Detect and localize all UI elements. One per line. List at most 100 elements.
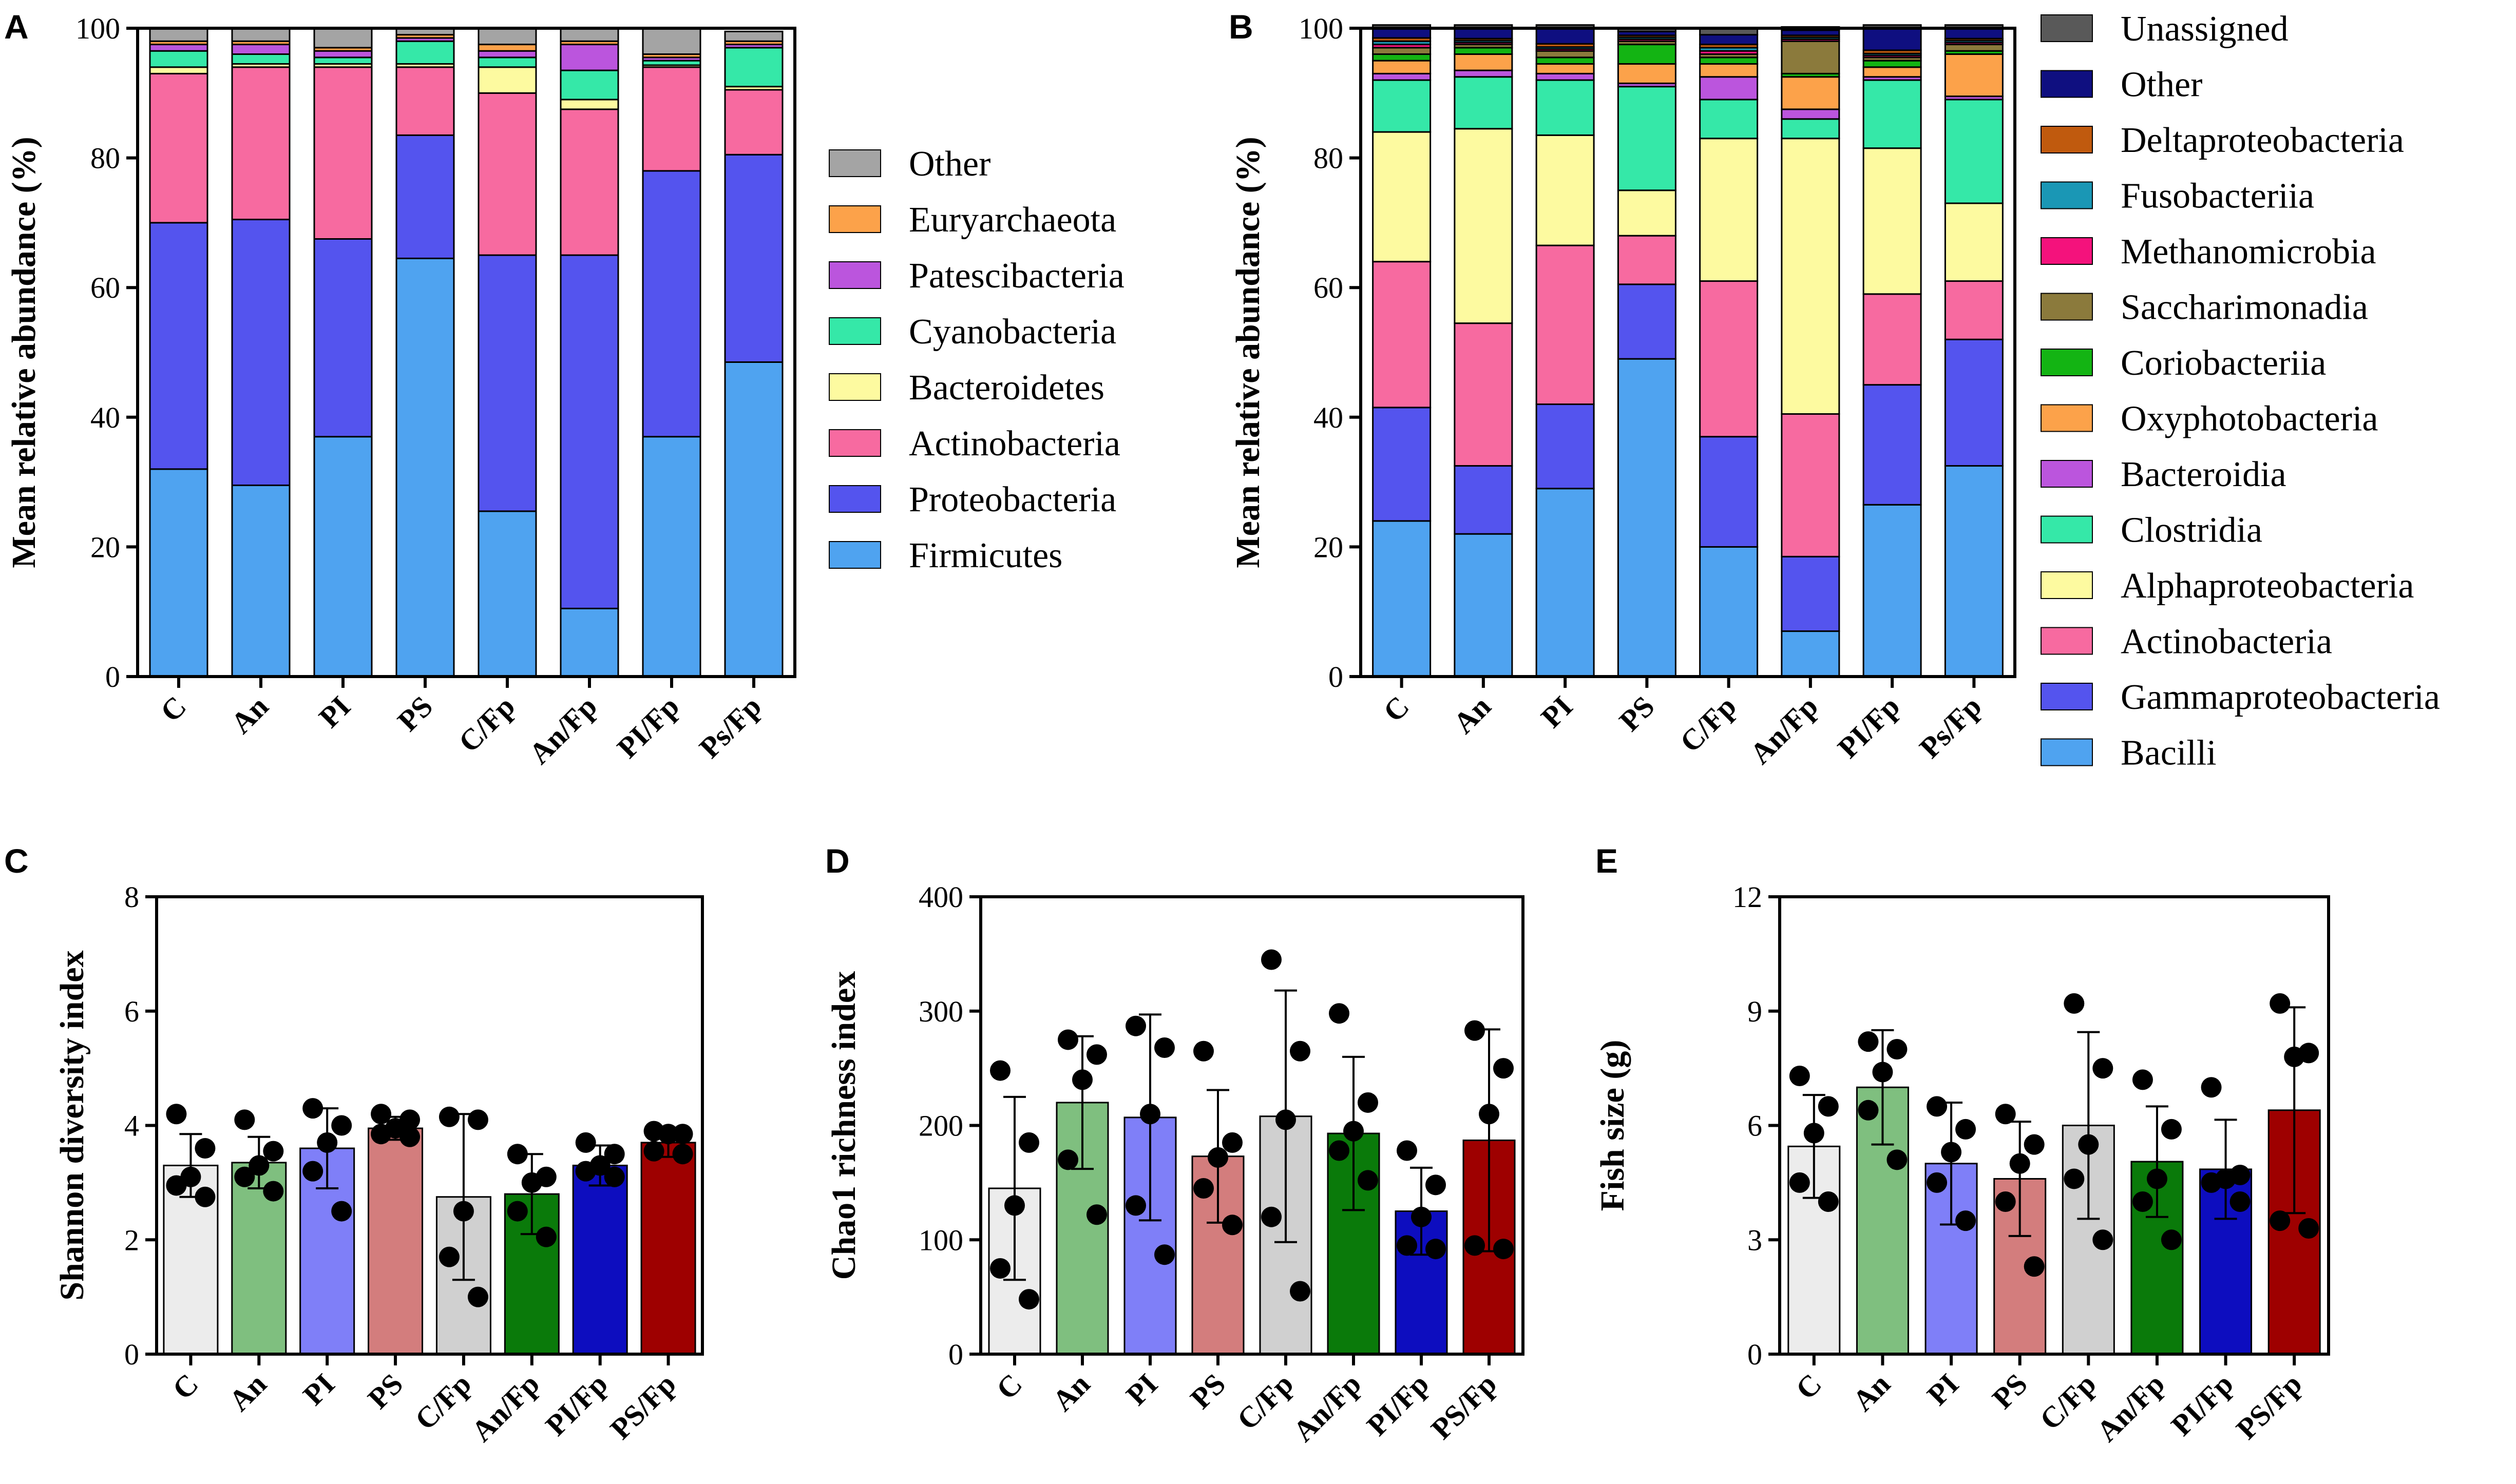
bar-segment: [1862, 27, 1922, 51]
x-tick-label: PI: [296, 1367, 341, 1412]
data-point: [2229, 1191, 2251, 1212]
bar-segment: [1372, 53, 1432, 62]
bar-segment: [478, 510, 537, 678]
bar-segment: [1535, 403, 1595, 490]
data-point: [1329, 1140, 1349, 1161]
x-tick-label: C: [1377, 689, 1416, 728]
data-point: [1275, 1109, 1296, 1130]
data-point: [439, 1246, 460, 1267]
bar-segment: [1781, 138, 1840, 415]
bar-segment: [1454, 27, 1513, 40]
bar-segment: [1944, 99, 2004, 204]
legend-label: Bacteroidetes: [909, 368, 1104, 408]
legend-swatch: [829, 149, 881, 177]
bars: [163, 1098, 696, 1355]
data-point: [1803, 1123, 1824, 1144]
bar-segment: [724, 153, 784, 363]
x-tick-label: C: [990, 1367, 1029, 1406]
data-point: [2270, 993, 2291, 1014]
y-tick-label: 4: [124, 1109, 139, 1143]
bar-segment: [1454, 69, 1513, 78]
y-tick-label: 60: [1313, 271, 1343, 304]
panel-letter-d: D: [825, 842, 850, 880]
data-point: [1872, 1062, 1893, 1083]
bar-segment: [1617, 86, 1676, 191]
bar-segment: [1617, 235, 1676, 285]
data-point: [1493, 1058, 1514, 1079]
data-point: [331, 1201, 352, 1222]
legend-swatch: [2041, 571, 2093, 599]
data-point: [658, 1124, 679, 1145]
bar-segment: [149, 72, 208, 224]
data-point: [1358, 1092, 1378, 1113]
data-point: [2064, 993, 2085, 1014]
data-point: [1858, 1031, 1879, 1052]
data-point: [2024, 1134, 2045, 1155]
y-tick-label: 400: [919, 880, 963, 914]
data-point: [195, 1138, 216, 1159]
bar-segment: [1699, 280, 1759, 438]
legend-swatch: [829, 317, 881, 345]
bar-segment: [1454, 533, 1513, 678]
bar-segment: [724, 89, 784, 156]
data-point: [1927, 1096, 1948, 1117]
y-tick-label: 3: [1747, 1223, 1762, 1257]
y-tick-label: 100: [75, 12, 120, 45]
legend-swatch: [2041, 237, 2093, 265]
data-point: [2161, 1119, 2182, 1140]
x-tick-label: PI/Fp: [2165, 1367, 2240, 1442]
bar-segment: [642, 436, 701, 678]
y-tick-label: 0: [124, 1338, 139, 1371]
x-tick-label: An: [1447, 689, 1497, 740]
plot-frame-top: [1778, 895, 2330, 1356]
bar-segment: [478, 50, 537, 59]
legend-label: Actinobacteria: [909, 424, 1120, 464]
bar-segment: [1862, 384, 1922, 506]
legend-swatch: [2041, 181, 2093, 209]
x-tick-label: C/Fp: [452, 689, 521, 759]
stacked-bar-chart-class: 0 20 40 60 80 100 Mean relative abundance (%) C…: [1229, 9, 2440, 773]
data-point: [2270, 1210, 2291, 1231]
bar-segment: [1535, 488, 1595, 678]
data-point: [1818, 1191, 1839, 1212]
panel-letter-c: C: [4, 842, 29, 880]
bar-segment: [149, 27, 208, 42]
legend-label: Deltaproteobacteria: [2121, 121, 2404, 160]
bar-segment: [560, 27, 619, 42]
bar-segment: [1454, 322, 1513, 467]
bar-segment: [149, 468, 208, 678]
bar-segment: [1781, 630, 1840, 678]
legend-label: Euryarchaeota: [909, 200, 1116, 240]
x-tick-label: Ps/Fp: [1913, 689, 1988, 764]
data-point: [1955, 1210, 1976, 1231]
data-point: [1261, 1206, 1282, 1227]
data-point: [1858, 1100, 1879, 1121]
x-tick-label: An/Fp: [523, 689, 604, 770]
data-point: [1154, 1244, 1175, 1265]
data-point: [1358, 1170, 1378, 1191]
data-point: [1955, 1119, 1976, 1140]
data-point: [453, 1201, 474, 1222]
bar-segment: [1535, 27, 1595, 45]
bar-segment: [1862, 66, 1922, 78]
bar-segment: [1617, 189, 1676, 237]
x-tick-label: C: [154, 689, 193, 728]
data-point: [1343, 1121, 1364, 1142]
bar-segment: [313, 66, 373, 240]
x-tick-label: An: [1046, 1367, 1096, 1417]
bar-segment: [1535, 56, 1595, 65]
bar: [572, 1164, 628, 1355]
data-point: [263, 1141, 284, 1162]
x-tick-label: Ps/Fp: [693, 689, 768, 764]
bar-segment: [478, 27, 537, 46]
bar-segment: [1699, 34, 1759, 46]
bar-segment: [560, 99, 619, 110]
y-tick-label: 300: [919, 995, 963, 1028]
data-point: [1004, 1195, 1025, 1216]
bar-segment: [724, 47, 784, 88]
x-tick-label: PS/Fp: [2229, 1367, 2308, 1446]
data-point: [1126, 1195, 1146, 1216]
data-point: [1425, 1174, 1446, 1196]
bar-segment: [1944, 338, 2004, 467]
data-point: [1154, 1037, 1175, 1058]
